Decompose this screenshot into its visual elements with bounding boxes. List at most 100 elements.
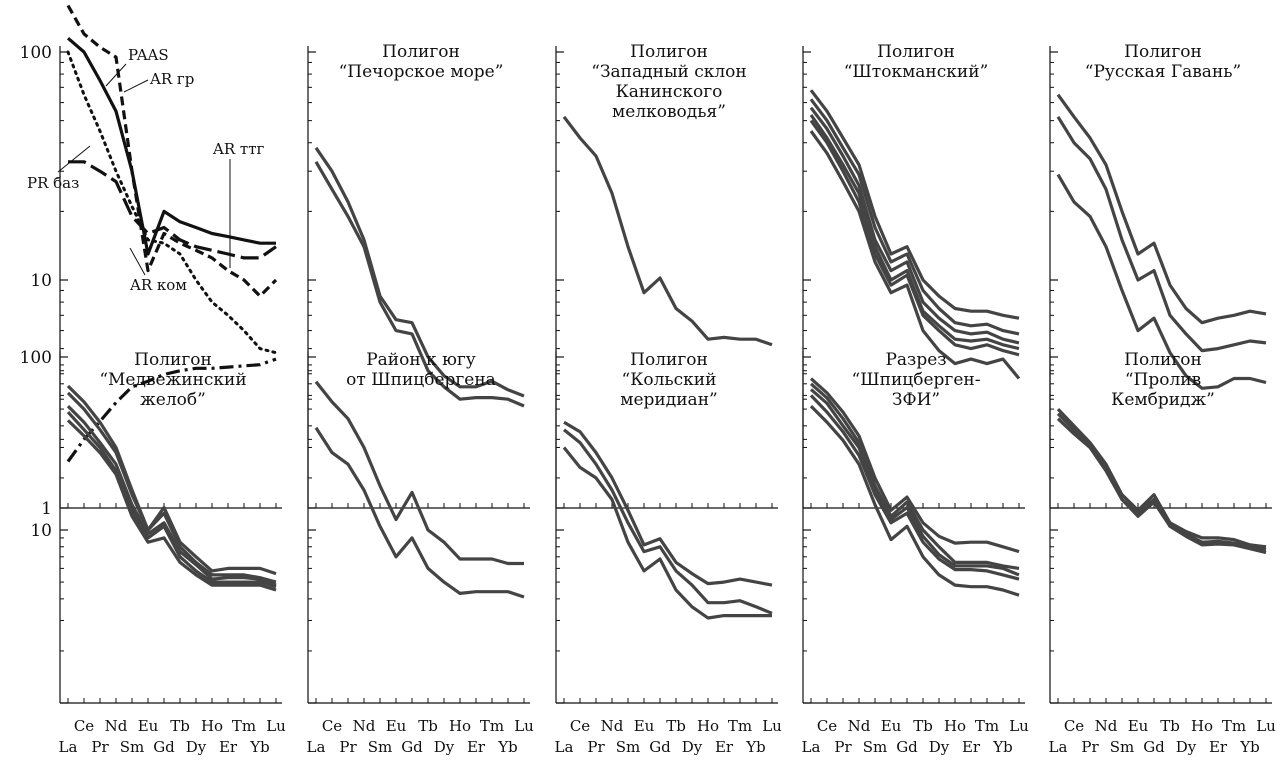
x-tick-label: Lu <box>266 717 286 735</box>
panel-title-line: Полигон <box>630 350 708 370</box>
x-tick-label: Yb <box>745 738 766 756</box>
x-tick-label: Er <box>219 738 238 756</box>
annotation-leader <box>105 63 127 87</box>
chart-panel: Полигон“Штокманский” <box>802 42 1025 509</box>
x-tick-label: Er <box>467 738 486 756</box>
sample-series-line <box>1056 417 1267 555</box>
x-tick-label: Sm <box>120 738 145 756</box>
x-tick-label: Ce <box>74 717 94 735</box>
sample-series-line <box>1056 412 1267 552</box>
sample-series-line <box>1056 93 1267 325</box>
sample-series-line <box>809 113 1020 351</box>
sample-series-line <box>809 404 1020 597</box>
panel-title-line: Полигон <box>877 42 955 62</box>
sample-series-line <box>1056 173 1267 390</box>
chart-panel: Полигон“Западный склонКанинскогомелковод… <box>555 42 778 509</box>
sample-series-line <box>809 394 1020 581</box>
sample-series-line <box>562 115 773 347</box>
x-tick-label: Nd <box>353 717 376 735</box>
x-tick-label: Dy <box>434 738 455 756</box>
panel-title-line: от Шпицбергена <box>346 370 496 390</box>
x-tick-label: Ce <box>1064 717 1084 735</box>
x-tick-label: Tb <box>913 717 933 735</box>
x-tick-label: Pr <box>91 738 109 756</box>
x-tick-label: Ce <box>570 717 590 735</box>
panel-title-line: “Кольский <box>622 370 717 390</box>
chart-panel: Ce Nd Eu Tb Ho Tm Lu La Pr Sm Gd Dy Er Yb Разрез“Шпицб… <box>802 350 1030 756</box>
x-tick-label: Dy <box>1176 738 1197 756</box>
x-tick-label: Tb <box>170 717 190 735</box>
x-tick-label: Sm <box>1110 738 1135 756</box>
x-tick-label: Tm <box>232 717 256 735</box>
x-tick-label: Yb <box>249 738 270 756</box>
x-tick-label: Eu <box>386 717 407 735</box>
x-tick-label: Sm <box>616 738 641 756</box>
x-tick-label: Yb <box>1239 738 1260 756</box>
x-tick-label: Tb <box>1160 717 1180 735</box>
panel-title-line: “Западный склон <box>591 62 746 82</box>
x-tick-label: Sm <box>368 738 393 756</box>
x-tick-label: La <box>555 738 574 756</box>
x-tick-label: Tb <box>418 717 438 735</box>
annotation-leader <box>129 247 146 276</box>
x-tick-label: Tm <box>480 717 504 735</box>
sample-series-line <box>314 426 525 599</box>
panel-title-line: Полигон <box>1124 42 1202 62</box>
series-line-PR-баз <box>68 160 277 260</box>
series-annotation-label: AR гр <box>149 70 194 88</box>
chart-panel: Ce Nd Eu Tb Ho Tm Lu La Pr Sm Gd Dy Er Yb Полигон“Коль… <box>555 350 783 756</box>
sample-series-line <box>66 391 277 584</box>
panel-title-line: Полигон <box>1124 350 1202 370</box>
x-tick-label: Er <box>715 738 734 756</box>
y-tick-label: 10 <box>30 521 52 541</box>
sample-series-line <box>809 382 1020 570</box>
y-tick-label: 1 <box>41 499 52 519</box>
sample-series-line <box>809 130 1021 380</box>
x-tick-label: Lu <box>762 717 782 735</box>
sample-series-line <box>1056 407 1267 549</box>
annotation-leader <box>57 145 91 173</box>
x-tick-label: Ho <box>944 717 966 735</box>
x-tick-label: Ce <box>817 717 837 735</box>
x-tick-label: Eu <box>881 717 902 735</box>
panel-title-line: ЗФИ” <box>892 390 940 410</box>
x-tick-label: Pr <box>339 738 357 756</box>
x-tick-label: Tm <box>1222 717 1246 735</box>
x-tick-label: Dy <box>682 738 703 756</box>
series-line-AR-ком <box>66 357 277 463</box>
x-tick-label: La <box>307 738 326 756</box>
x-tick-label: Gd <box>896 738 918 756</box>
x-tick-label: Nd <box>1095 717 1118 735</box>
x-tick-label: Nd <box>601 717 624 735</box>
chart-panel: Ce Nd Eu Tb Ho Tm Lu La Pr Sm Gd Dy Er Yb Полигон“Прол… <box>1049 350 1277 756</box>
chart-panel: Ce Nd Eu Tb Ho Tm Lu La Pr Sm Gd Dy Er Yb Полигон“Медв… <box>59 350 287 756</box>
sample-series-line <box>809 377 1020 554</box>
x-tick-label: Eu <box>138 717 159 735</box>
x-tick-label: Dy <box>929 738 950 756</box>
x-tick-label: Er <box>1209 738 1228 756</box>
chart-panel: Полигон“Печорское море” <box>307 42 530 509</box>
x-tick-label: Yb <box>497 738 518 756</box>
sample-series-line <box>563 420 773 587</box>
x-tick-label: Lu <box>514 717 534 735</box>
x-tick-label: La <box>1049 738 1068 756</box>
series-annotation-label: PR баз <box>27 174 79 192</box>
panel-title-line: “Печорское море” <box>339 62 504 82</box>
annotation-leader <box>123 79 149 93</box>
sample-series-line <box>66 411 277 589</box>
x-tick-label: Pr <box>834 738 852 756</box>
x-tick-label: Eu <box>1128 717 1149 735</box>
x-tick-label: Ce <box>322 717 342 735</box>
panel-title-line: “Пролив <box>1125 370 1201 390</box>
sample-series-line <box>314 380 524 566</box>
x-tick-label: Gd <box>1143 738 1165 756</box>
y-tick-label: 10 <box>30 271 52 291</box>
x-tick-label: Nd <box>105 717 128 735</box>
sample-series-line <box>314 146 525 398</box>
panel-title-line: мелководья” <box>612 102 726 122</box>
series-annotation-label: AR ком <box>129 276 187 294</box>
x-tick-label: Yb <box>992 738 1013 756</box>
